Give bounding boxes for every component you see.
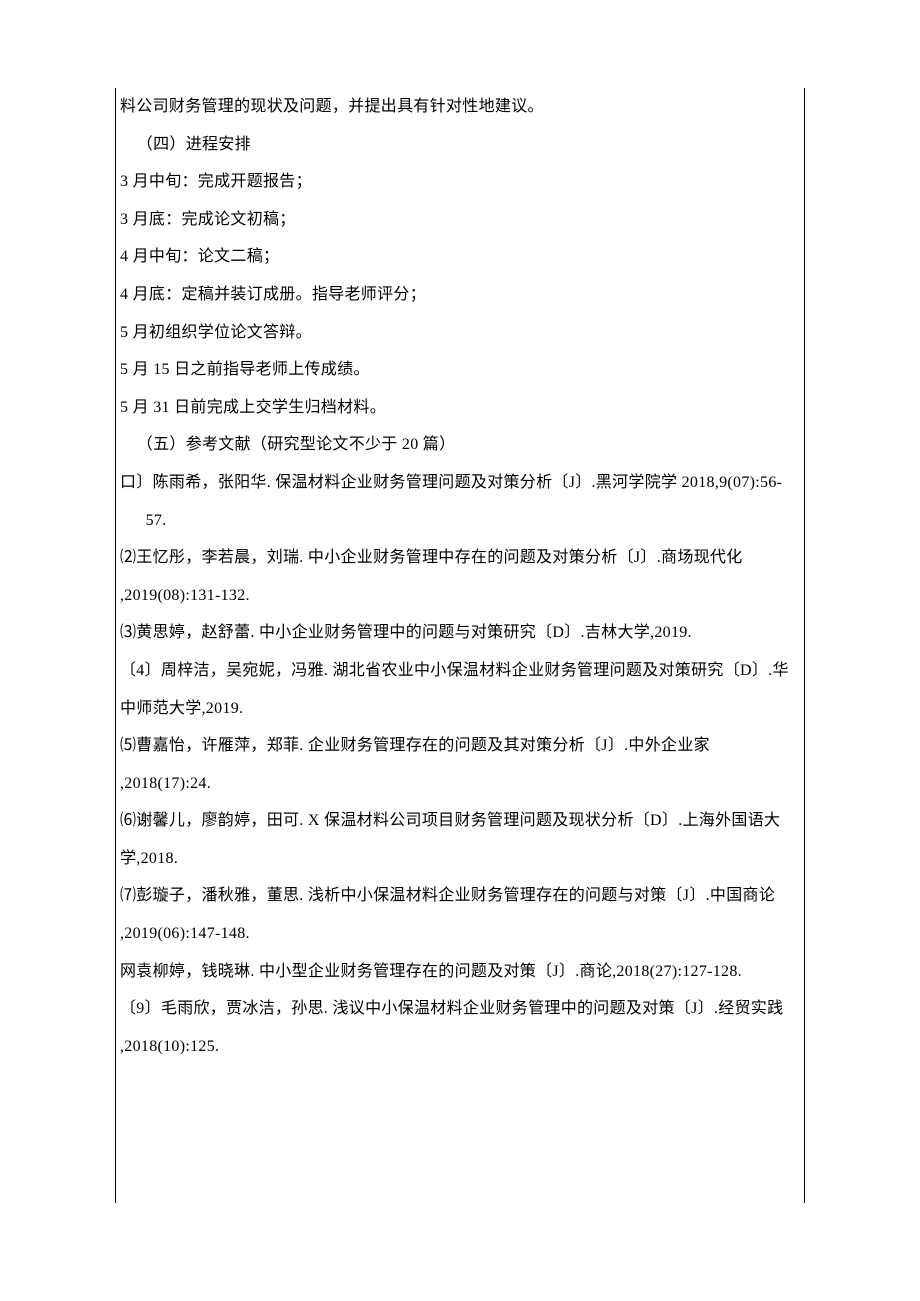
body-line: 料公司财务管理的现状及问题，并提出具有针对性地建议。 — [120, 88, 800, 126]
schedule-item: 3 月底：完成论文初稿； — [120, 201, 800, 239]
schedule-item: 5 月 15 日之前指导老师上传成绩。 — [120, 351, 800, 389]
reference-item: ⑶黄思婷，赵舒蕾. 中小企业财务管理中的问题与对策研究〔D〕.吉林大学,2019… — [120, 614, 800, 652]
reference-item-cont: ,2019(06):147-148. — [120, 915, 800, 953]
section-heading: （五）参考文献（研究型论文不少于 20 篇） — [120, 426, 800, 464]
content-frame: 料公司财务管理的现状及问题，并提出具有针对性地建议。 （四）进程安排 3 月中旬… — [115, 88, 805, 1203]
reference-item: 网袁柳婷，钱晓琳. 中小型企业财务管理存在的问题及对策〔J〕.商论,2018(2… — [120, 953, 800, 991]
schedule-item: 4 月中旬：论文二稿； — [120, 238, 800, 276]
reference-item-cont: ,2018(10):125. — [120, 1028, 800, 1066]
reference-item: 〔9〕毛雨欣，贾冰洁，孙思. 浅议中小保温材料企业财务管理中的问题及对策〔J〕.… — [120, 990, 800, 1028]
reference-item-cont: 学,2018. — [120, 840, 800, 878]
section-heading: （四）进程安排 — [120, 126, 800, 164]
schedule-item: 5 月 31 日前完成上交学生归档材料。 — [120, 389, 800, 427]
document-page: 料公司财务管理的现状及问题，并提出具有针对性地建议。 （四）进程安排 3 月中旬… — [0, 0, 920, 1301]
schedule-item: 5 月初组织学位论文答辩。 — [120, 314, 800, 352]
schedule-item: 3 月中旬：完成开题报告； — [120, 163, 800, 201]
schedule-item: 4 月底：定稿并装订成册。指导老师评分； — [120, 276, 800, 314]
reference-item-cont: ,2019(08):131-132. — [120, 577, 800, 615]
reference-item: ⑹谢馨儿，廖韵婷，田可. X 保温材料公司项目财务管理问题及现状分析〔D〕.上海… — [120, 802, 800, 840]
reference-item-cont: 中师范大学,2019. — [120, 690, 800, 728]
reference-item-cont: ,2018(17):24. — [120, 765, 800, 803]
reference-item: ⑺彭璇子，潘秋雅，董思. 浅析中小保温材料企业财务管理存在的问题与对策〔J〕.中… — [120, 877, 800, 915]
reference-item-cont: 57. — [120, 502, 800, 540]
reference-item: ⑸曹嘉怡，许雁萍，郑菲. 企业财务管理存在的问题及其对策分析〔J〕.中外企业家 — [120, 727, 800, 765]
reference-item: 口〕陈雨希，张阳华. 保温材料企业财务管理问题及对策分析〔J〕.黑河学院学 20… — [120, 464, 800, 502]
reference-item: 〔4〕周梓洁，吴宛妮，冯雅. 湖北省农业中小保温材料企业财务管理问题及对策研究〔… — [120, 652, 800, 690]
reference-item: ⑵王忆彤，李若晨，刘瑞. 中小企业财务管理中存在的问题及对策分析〔J〕.商场现代… — [120, 539, 800, 577]
